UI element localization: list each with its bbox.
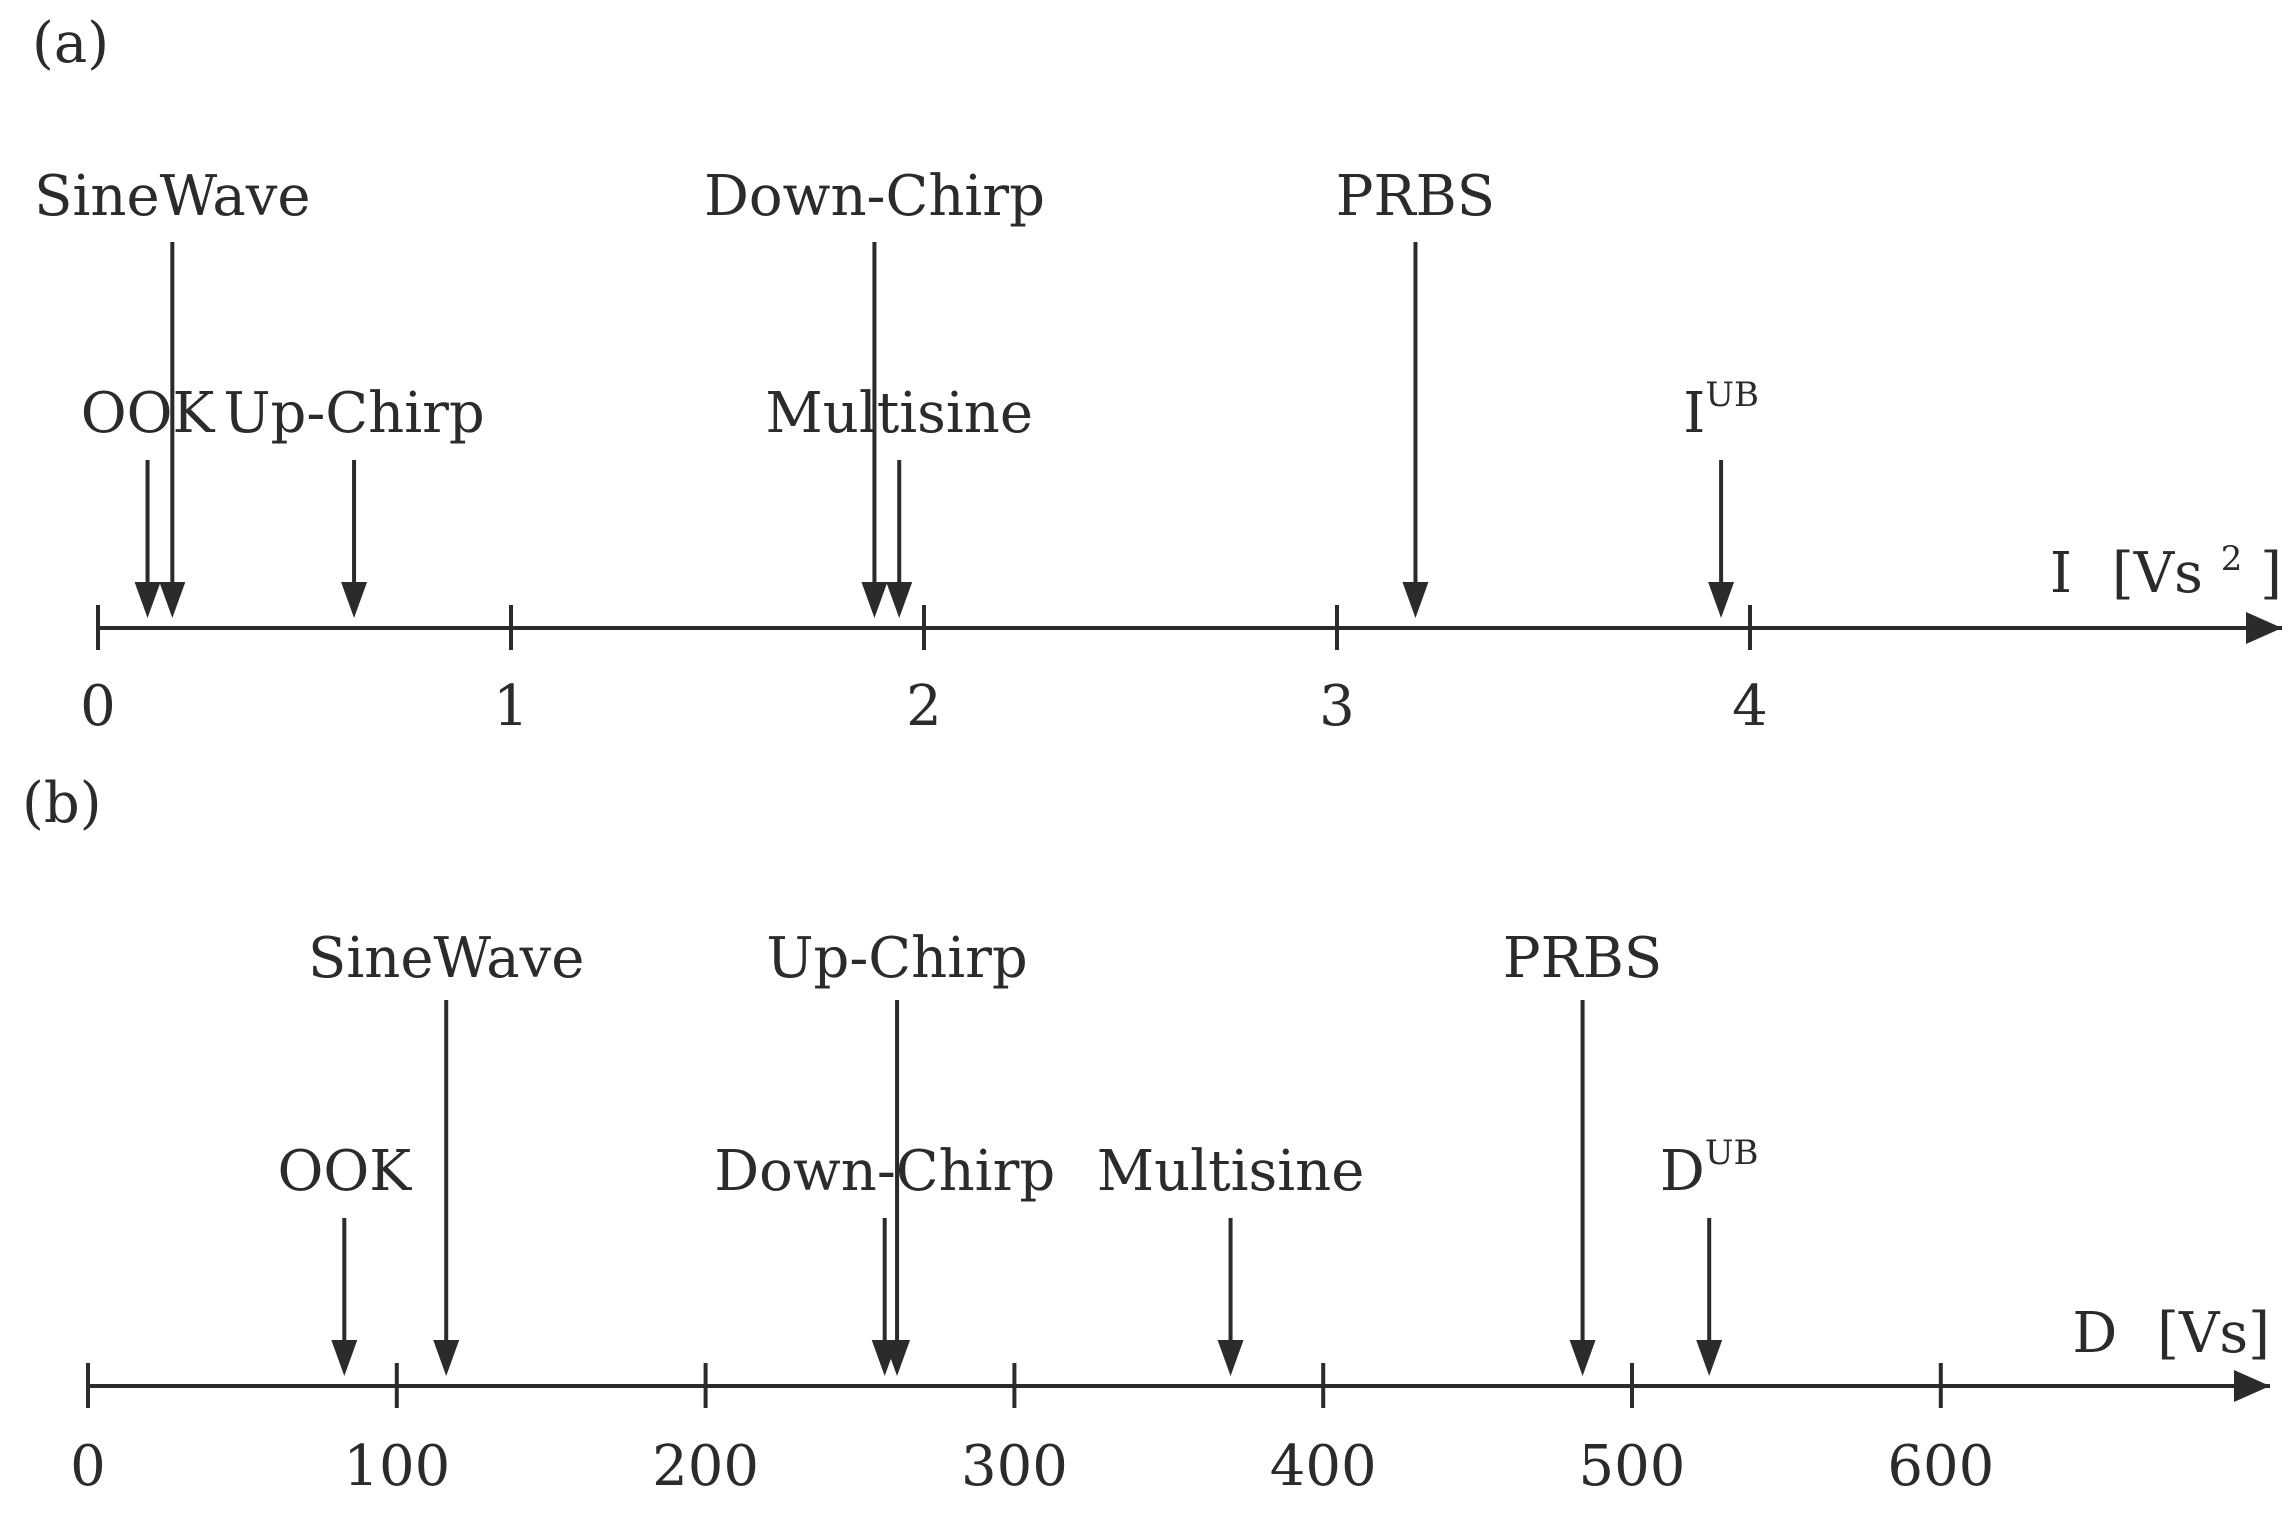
panel-a-marker-arrowhead — [1402, 582, 1429, 618]
panel-a-axis-title: I [Vs 2 ] — [2050, 519, 2282, 606]
panel-a-axis-unit: [Vs — [2112, 541, 2203, 606]
panel-a-marker-label: IUB — [1683, 375, 1759, 446]
panel-b-tick-label: 400 — [1270, 1434, 1377, 1499]
panel-a-marker-label: Down-Chirp — [704, 164, 1045, 229]
panel-b-marker-label-sup: UB — [1705, 1133, 1759, 1173]
panel-a: (a) I [Vs 2 ] 0 1 2 3 4 OOK SineWave Up-Chirp Do… — [32, 11, 2282, 739]
panel-b-marker-arrowhead — [1569, 1340, 1596, 1376]
panel-a-marker-label: Up-Chirp — [223, 381, 484, 446]
panel-a-plot: 0 1 2 3 4 OOK SineWave Up-Chirp Down-Chirp Multis… — [34, 164, 2282, 739]
panel-a-marker-label: OOK — [81, 381, 216, 446]
panel-b-tick-label: 300 — [961, 1434, 1068, 1499]
panel-b-label: (b) — [22, 771, 102, 836]
panel-b-marker-arrowhead — [433, 1340, 460, 1376]
panel-b-marker-arrowhead — [1217, 1340, 1244, 1376]
panel-b-marker-label: DUB — [1660, 1133, 1759, 1204]
panel-b-plot: 0 100 200 300 400 500 600 OOK SineWave Down-Chirp… — [70, 926, 2270, 1499]
panel-b-tick-label: 600 — [1887, 1434, 1994, 1499]
panel-a-tick-label: 4 — [1732, 674, 1768, 739]
panel-b-marker-arrowhead — [884, 1340, 911, 1376]
panel-b-marker-label: SineWave — [308, 926, 584, 991]
panel-a-marker-label: SineWave — [34, 164, 310, 229]
panel-a-tick-label: 3 — [1319, 674, 1355, 739]
panel-b-marker-label: Multisine — [1097, 1139, 1365, 1204]
panel-a-tick-label: 2 — [906, 674, 942, 739]
panel-a-marker-arrowhead — [886, 582, 913, 618]
panel-a-axis-symbol: I — [2050, 541, 2072, 606]
panel-a-marker-label-sup: UB — [1705, 375, 1759, 415]
panel-a-marker-label: Multisine — [765, 381, 1033, 446]
panel-b-tick-label: 500 — [1579, 1434, 1686, 1499]
panel-b: (b) D [Vs] 0 100 200 300 400 500 600 OOK SineWav… — [22, 771, 2270, 1499]
panel-a-marker-arrowhead — [861, 582, 888, 618]
panel-a-axis-unit-close: ] — [2260, 541, 2282, 606]
panel-b-marker-arrowhead — [331, 1340, 358, 1376]
panel-b-marker-label: Down-Chirp — [714, 1139, 1055, 1204]
panel-b-axis-symbol: D — [2072, 1301, 2117, 1366]
panel-b-marker-arrowhead — [1696, 1340, 1723, 1376]
panel-b-axis-unit: [Vs] — [2157, 1301, 2270, 1366]
panel-a-marker-arrowhead — [159, 582, 186, 618]
panel-b-marker-label: PRBS — [1503, 926, 1662, 991]
panel-a-marker-label: PRBS — [1336, 164, 1495, 229]
panel-b-marker-label: Up-Chirp — [766, 926, 1027, 991]
panel-b-marker-label: OOK — [277, 1139, 412, 1204]
panel-a-marker-arrowhead — [341, 582, 368, 618]
panel-b-tick-label: 0 — [70, 1434, 106, 1499]
panel-a-marker-arrowhead — [134, 582, 161, 618]
panel-a-tick-label: 1 — [493, 674, 529, 739]
panel-a-marker-arrowhead — [1708, 582, 1735, 618]
panel-a-axis-unit-sup: 2 — [2221, 539, 2243, 579]
panel-b-axis-title: D [Vs] — [2072, 1301, 2270, 1366]
panel-b-tick-label: 100 — [343, 1434, 450, 1499]
panel-a-tick-label: 0 — [80, 674, 116, 739]
panel-a-label: (a) — [32, 11, 109, 76]
panel-b-tick-label: 200 — [652, 1434, 759, 1499]
